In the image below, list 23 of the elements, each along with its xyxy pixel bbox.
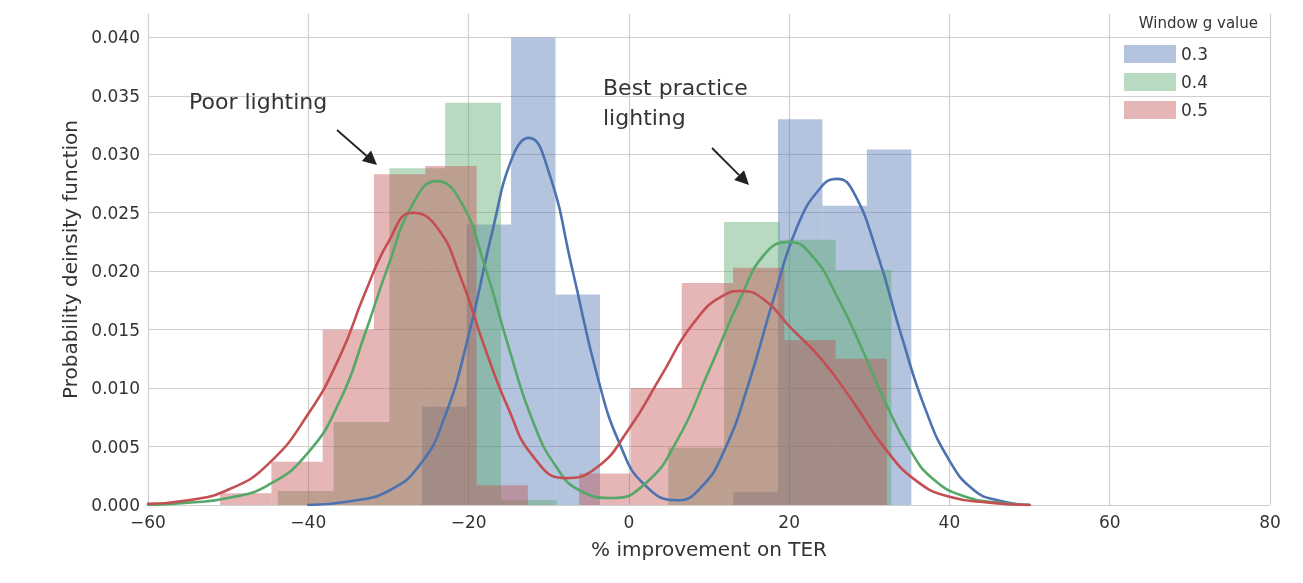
y-tick-label: 0.015 — [91, 319, 140, 340]
y-tick-label: 0.035 — [91, 85, 140, 106]
x-tick-label: −20 — [450, 511, 487, 532]
legend-title: Window g value — [1138, 13, 1259, 32]
x-axis-title: % improvement on TER — [591, 537, 828, 561]
y-tick-label: 0.005 — [91, 436, 140, 457]
y-axis-title: Probability deinsity function — [58, 119, 82, 400]
x-tick-label: 40 — [938, 511, 961, 532]
x-tick-label: −40 — [290, 511, 327, 532]
legend-label: 0.3 — [1180, 44, 1209, 64]
y-tick-label: 0.020 — [91, 261, 140, 282]
y-tick-label: 0.040 — [91, 27, 140, 48]
legend-label: 0.5 — [1180, 100, 1209, 120]
y-tick-label: 0.030 — [91, 144, 140, 165]
y-tick-label: 0.010 — [91, 378, 140, 399]
x-tick-label: 0 — [623, 511, 635, 532]
x-tick-label: 80 — [1259, 511, 1281, 532]
x-tick-label: 20 — [778, 511, 800, 532]
annotation: Poor lighting — [189, 88, 328, 116]
y-tick-label: 0.025 — [91, 202, 140, 223]
x-tick-label: 60 — [1098, 511, 1121, 532]
legend-label: 0.4 — [1180, 72, 1209, 92]
annotation: Best practice lighting — [603, 74, 748, 132]
